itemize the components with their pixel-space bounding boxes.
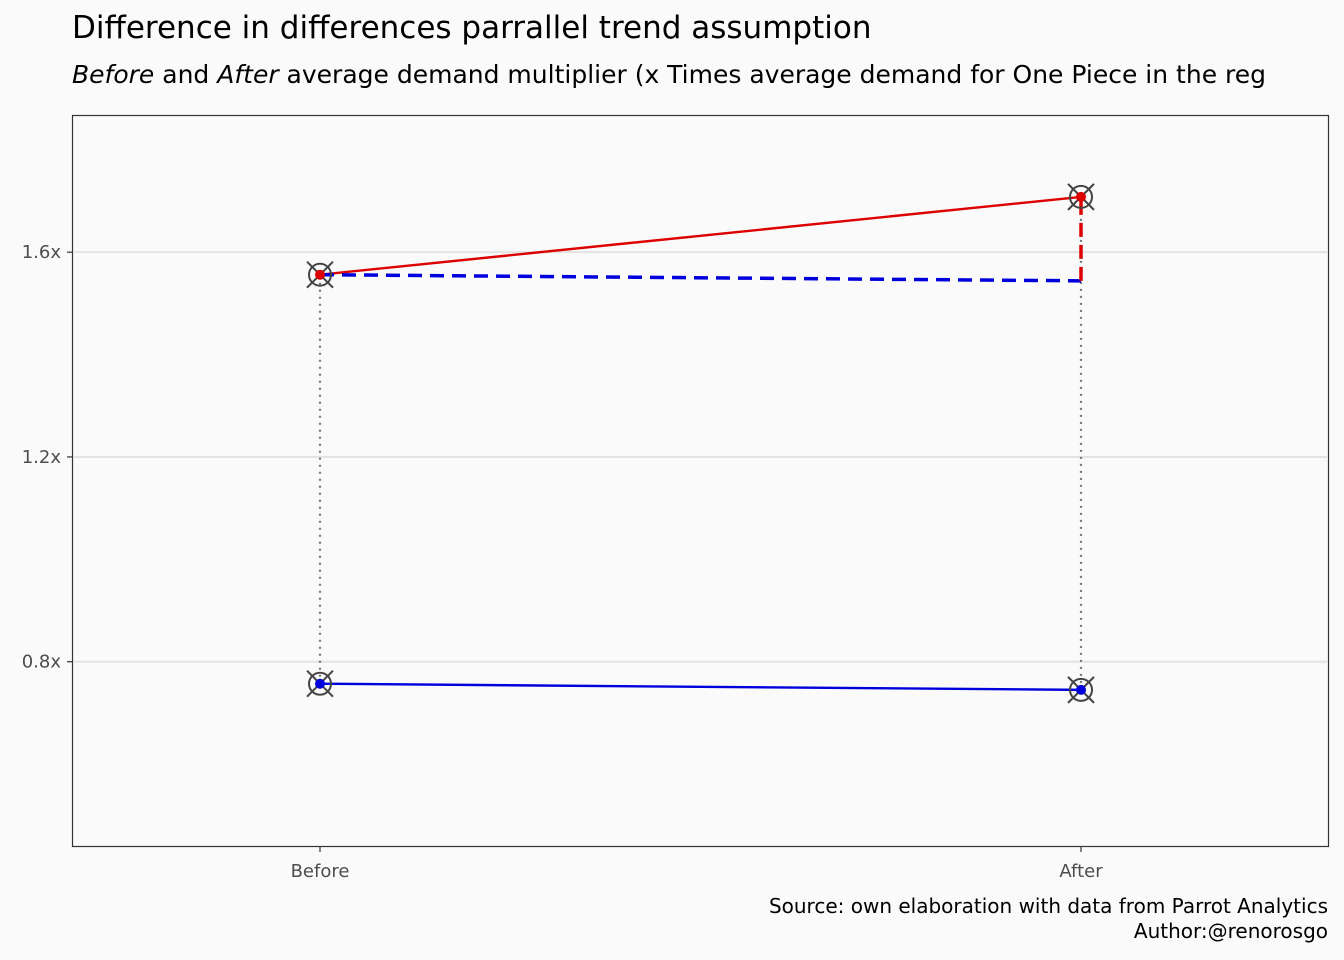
point-ring: [308, 262, 332, 287]
caption-author: Author:@renorosgo: [1133, 919, 1328, 943]
data-point: [306, 260, 334, 289]
data-markers: [306, 183, 1095, 704]
data-point: [306, 670, 334, 698]
y-tick-label: 1.6x: [22, 242, 62, 263]
connector-lines: [318, 196, 1083, 690]
chart-title: Difference in differences parrallel tren…: [72, 10, 872, 46]
series-line: [319, 272, 1082, 283]
subtitle-before: Before: [72, 60, 155, 89]
series-line: [319, 682, 1082, 692]
point-ring: [1069, 184, 1093, 209]
y-tick-label: 1.2x: [22, 447, 62, 468]
series-lines: [319, 195, 1083, 692]
point-dot: [315, 269, 325, 280]
plot-panel: [71, 114, 1330, 848]
series-line: [319, 195, 1082, 276]
chart-subtitle: Before and After average demand multipli…: [72, 60, 1266, 89]
subtitle-and: and: [154, 60, 218, 89]
point-ring: [1069, 677, 1093, 702]
y-tick-label: 0.8x: [22, 652, 62, 673]
x-tick-label: Before: [291, 861, 350, 882]
point-ring: [308, 671, 332, 696]
subtitle-rest: average demand multiplier (x Times avera…: [278, 60, 1266, 89]
grid-lines: [73, 251, 1328, 663]
data-point: [1067, 183, 1095, 211]
subtitle-after: After: [217, 60, 279, 89]
x-tick-label: After: [1059, 861, 1103, 882]
caption: Source: own elaboration with data from P…: [769, 894, 1328, 944]
point-dot: [1076, 191, 1086, 202]
data-point: [1067, 676, 1095, 704]
point-dot: [1076, 684, 1086, 695]
caption-source: Source: own elaboration with data from P…: [768, 894, 1328, 918]
axes: 0.8x 1.2x 1.6x Before After: [22, 242, 1103, 882]
point-dot: [315, 678, 325, 689]
